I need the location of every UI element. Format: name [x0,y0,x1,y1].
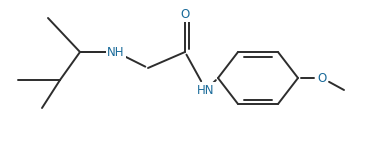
Text: O: O [317,71,326,85]
Text: HN: HN [197,84,215,97]
Text: O: O [180,8,190,20]
Text: NH: NH [107,46,125,58]
